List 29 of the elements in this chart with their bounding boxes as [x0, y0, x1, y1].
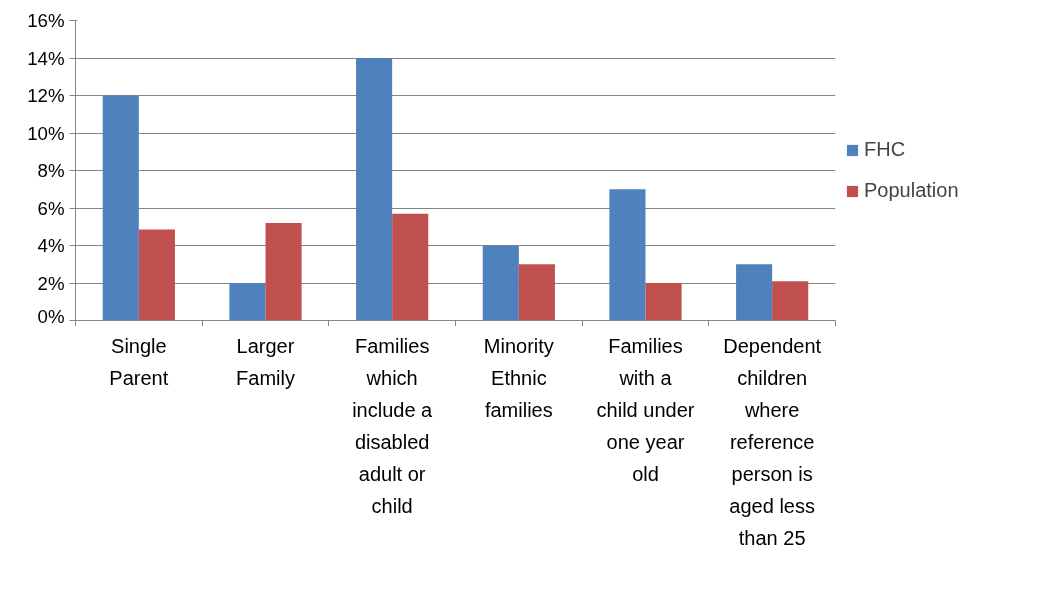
x-tick-label: Single Parent — [109, 334, 169, 389]
bar — [392, 213, 429, 321]
bar — [645, 283, 682, 321]
legend-label: FHC — [864, 138, 906, 161]
bar — [518, 264, 555, 321]
y-tick-label: 14% — [27, 47, 65, 69]
y-tick-label: 0% — [37, 305, 65, 327]
bar — [482, 245, 519, 321]
legend-label: Population — [864, 179, 959, 202]
y-tick-label: 10% — [27, 122, 65, 144]
x-tick-label: Dependent children where reference person is aged less than 25 — [723, 334, 822, 549]
y-tick-label: 2% — [37, 272, 65, 294]
y-tick-label: 4% — [37, 235, 65, 256]
x-tick-label: Larger Family — [236, 334, 295, 389]
bar — [138, 229, 175, 321]
bar — [772, 281, 809, 321]
x-tick-label: Families which include a disabled adult or child — [352, 334, 434, 517]
bar — [265, 223, 302, 321]
bar — [736, 264, 773, 321]
bar — [102, 95, 139, 321]
y-tick-label: 8% — [37, 160, 65, 181]
y-tick-label: 16% — [27, 10, 65, 31]
y-tick-label: 12% — [27, 85, 65, 106]
x-tick-label: Minority Ethnic families — [483, 334, 554, 421]
bar — [356, 58, 393, 321]
bar — [229, 283, 266, 321]
bar — [609, 189, 646, 321]
x-tick-label: Families with a child under one year old — [596, 334, 695, 485]
y-tick-label: 6% — [37, 197, 65, 219]
